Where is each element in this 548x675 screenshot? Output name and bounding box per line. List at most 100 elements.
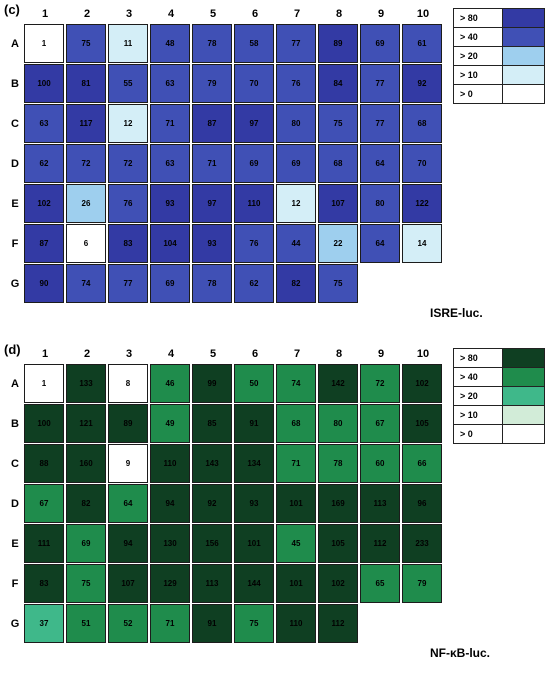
well-cell: 6 xyxy=(66,224,106,263)
well-cell: 94 xyxy=(108,524,148,563)
column-label: 8 xyxy=(335,348,343,360)
well-cell: 105 xyxy=(318,524,358,563)
legend: > 80 > 40 > 20 > 10 > 0 xyxy=(453,348,545,444)
well-cell: 89 xyxy=(108,404,148,443)
well-cell: 58 xyxy=(234,24,274,63)
plate-title: ISRE-luc. xyxy=(430,306,483,320)
well-cell: 87 xyxy=(24,224,64,263)
well-cell: 72 xyxy=(108,144,148,183)
well-cell: 72 xyxy=(66,144,106,183)
well-cell: 92 xyxy=(192,484,232,523)
well-cell: 69 xyxy=(150,264,190,303)
well-cell: 76 xyxy=(234,224,274,263)
well-cell: 101 xyxy=(276,484,316,523)
well-cell: 105 xyxy=(402,404,442,443)
legend-row: > 40 xyxy=(454,28,544,47)
well-cell: 51 xyxy=(66,604,106,643)
well-cell: 44 xyxy=(276,224,316,263)
well-cell: 110 xyxy=(276,604,316,643)
well-cell: 75 xyxy=(234,604,274,643)
well-cell: 74 xyxy=(276,364,316,403)
well-cell: 80 xyxy=(318,404,358,443)
well-cell: 129 xyxy=(150,564,190,603)
column-label: 5 xyxy=(209,8,217,20)
legend-label: > 20 xyxy=(454,47,503,65)
column-label: 7 xyxy=(293,8,301,20)
well-cell: 143 xyxy=(192,444,232,483)
well-cell: 111 xyxy=(24,524,64,563)
column-label: 9 xyxy=(377,8,385,20)
well-cell: 80 xyxy=(276,104,316,143)
legend-swatch xyxy=(503,368,544,386)
well-cell: 144 xyxy=(234,564,274,603)
row-label: D xyxy=(11,158,19,170)
row-label: A xyxy=(11,378,19,390)
well-cell: 121 xyxy=(66,404,106,443)
well-cell: 117 xyxy=(66,104,106,143)
well-cell: 78 xyxy=(318,444,358,483)
well-cell: 134 xyxy=(234,444,274,483)
well-cell: 22 xyxy=(318,224,358,263)
well-cell: 79 xyxy=(192,64,232,103)
well-cell: 130 xyxy=(150,524,190,563)
well-cell: 101 xyxy=(276,564,316,603)
well-cell: 26 xyxy=(66,184,106,223)
legend-label: > 0 xyxy=(454,425,503,443)
row-label: B xyxy=(11,418,19,430)
legend-label: > 40 xyxy=(454,28,503,46)
well-cell: 85 xyxy=(192,404,232,443)
well-cell: 50 xyxy=(234,364,274,403)
well-cell: 69 xyxy=(276,144,316,183)
well-cell: 77 xyxy=(108,264,148,303)
row-label: D xyxy=(11,498,19,510)
legend-swatch xyxy=(503,28,544,46)
well-cell: 12 xyxy=(276,184,316,223)
well-cell: 52 xyxy=(108,604,148,643)
legend-label: > 80 xyxy=(454,9,503,27)
well-cell: 142 xyxy=(318,364,358,403)
legend-swatch xyxy=(503,425,544,443)
well-cell: 81 xyxy=(66,64,106,103)
well-cell: 9 xyxy=(108,444,148,483)
well-cell: 71 xyxy=(192,144,232,183)
well-cell: 110 xyxy=(150,444,190,483)
well-cell: 77 xyxy=(276,24,316,63)
well-cell: 68 xyxy=(402,104,442,143)
legend-label: > 10 xyxy=(454,66,503,84)
well-cell: 89 xyxy=(318,24,358,63)
well-cell: 102 xyxy=(318,564,358,603)
legend-row: > 20 xyxy=(454,387,544,406)
legend-label: > 0 xyxy=(454,85,503,103)
well-cell: 91 xyxy=(192,604,232,643)
well-cell: 63 xyxy=(150,144,190,183)
well-cell: 160 xyxy=(66,444,106,483)
legend-label: > 20 xyxy=(454,387,503,405)
well-cell: 97 xyxy=(234,104,274,143)
well-cell: 100 xyxy=(24,64,64,103)
column-label: 10 xyxy=(416,348,430,360)
well-cell: 14 xyxy=(402,224,442,263)
column-label: 6 xyxy=(251,8,259,20)
well-cell: 93 xyxy=(234,484,274,523)
well-cell: 64 xyxy=(360,144,400,183)
well-cell: 82 xyxy=(66,484,106,523)
well-cell: 83 xyxy=(108,224,148,263)
legend-swatch xyxy=(503,387,544,405)
well-cell: 77 xyxy=(360,64,400,103)
well-cell: 63 xyxy=(150,64,190,103)
legend-label: > 10 xyxy=(454,406,503,424)
well-cell: 97 xyxy=(192,184,232,223)
well-cell: 88 xyxy=(24,444,64,483)
well-cell: 55 xyxy=(108,64,148,103)
well-cell: 75 xyxy=(66,564,106,603)
well-cell: 70 xyxy=(234,64,274,103)
column-label: 9 xyxy=(377,348,385,360)
well-cell: 71 xyxy=(150,104,190,143)
well-cell: 64 xyxy=(360,224,400,263)
row-label: G xyxy=(10,278,20,290)
well-cell: 74 xyxy=(66,264,106,303)
nfkb-plate-panel: (d) 1 2 3 4 5 6 7 8 9 10 A 1 133 8 46 99 50 74 142 72 102 B 10… xyxy=(0,340,548,675)
well-cell: 45 xyxy=(276,524,316,563)
well-cell: 66 xyxy=(402,444,442,483)
well-cell: 78 xyxy=(192,264,232,303)
